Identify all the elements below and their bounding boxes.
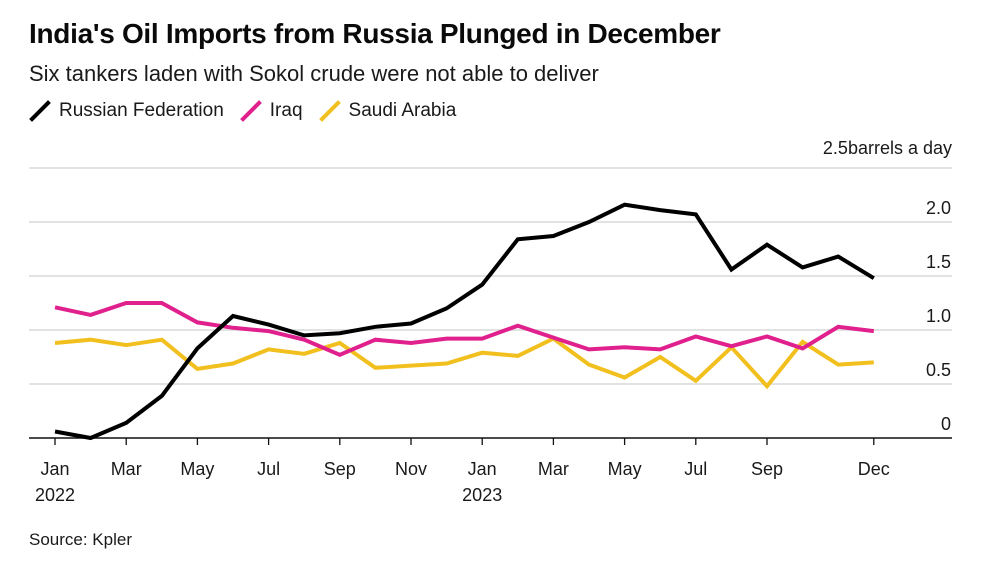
y-axis-labels: 0 0.5 1.0 1.5 2.0: [926, 198, 951, 434]
legend: Russian Federation Iraq Saudi Arabia: [29, 100, 472, 122]
x-tick-year-label: 2022: [35, 485, 75, 505]
x-tick-label: Nov: [395, 459, 427, 479]
legend-swatch-russia: [29, 100, 51, 122]
x-tick-label: Mar: [111, 459, 142, 479]
x-tick-year-label: 2023: [462, 485, 502, 505]
y-tick-label: 1.0: [926, 306, 951, 326]
series-line-saudi-arabia: [54, 336, 874, 390]
chart-title: India's Oil Imports from Russia Plunged …: [29, 18, 721, 49]
legend-swatch-iraq: [239, 100, 262, 122]
series-lines: [54, 202, 875, 441]
y-tick-label: 0: [941, 414, 951, 434]
series-line-iraq: [54, 301, 875, 357]
x-tick-label: Sep: [324, 459, 356, 479]
x-tick-label: Mar: [538, 459, 569, 479]
x-tick-label: Jul: [684, 459, 707, 479]
y-tick-label: 2.0: [926, 198, 951, 218]
legend-label-saudi-arabia: Saudi Arabia: [348, 100, 457, 121]
x-tick-label: Jan: [468, 459, 497, 479]
source-note: Source: Kpler: [29, 530, 132, 549]
y-tick-label: 1.5: [926, 252, 951, 272]
legend-item-saudi-arabia: Saudi Arabia: [318, 100, 457, 122]
legend-label-iraq: Iraq: [269, 100, 303, 121]
series-line-russian-federation: [54, 202, 875, 441]
x-tick-label: Jul: [257, 459, 280, 479]
legend-item-iraq: Iraq: [239, 100, 303, 122]
y-tick-label: 0.5: [926, 360, 951, 380]
chart-subtitle: Six tankers laden with Sokol crude were …: [29, 61, 599, 86]
x-tick-label: May: [608, 459, 642, 479]
x-tick-label: Dec: [858, 459, 890, 479]
legend-item-russia: Russian Federation: [29, 100, 224, 122]
x-tick-label: Jan: [40, 459, 69, 479]
y-axis-unit-label: 2.5barrels a day: [822, 138, 952, 158]
legend-label-russia: Russian Federation: [59, 100, 224, 121]
x-axis: Jan 2022 Mar May Jul Sep Nov Jan 2023 Mar May Jul Se…: [29, 437, 952, 505]
x-tick-label: Sep: [751, 459, 783, 479]
x-tick-label: May: [180, 459, 214, 479]
legend-swatch-saudi-arabia: [318, 100, 341, 122]
